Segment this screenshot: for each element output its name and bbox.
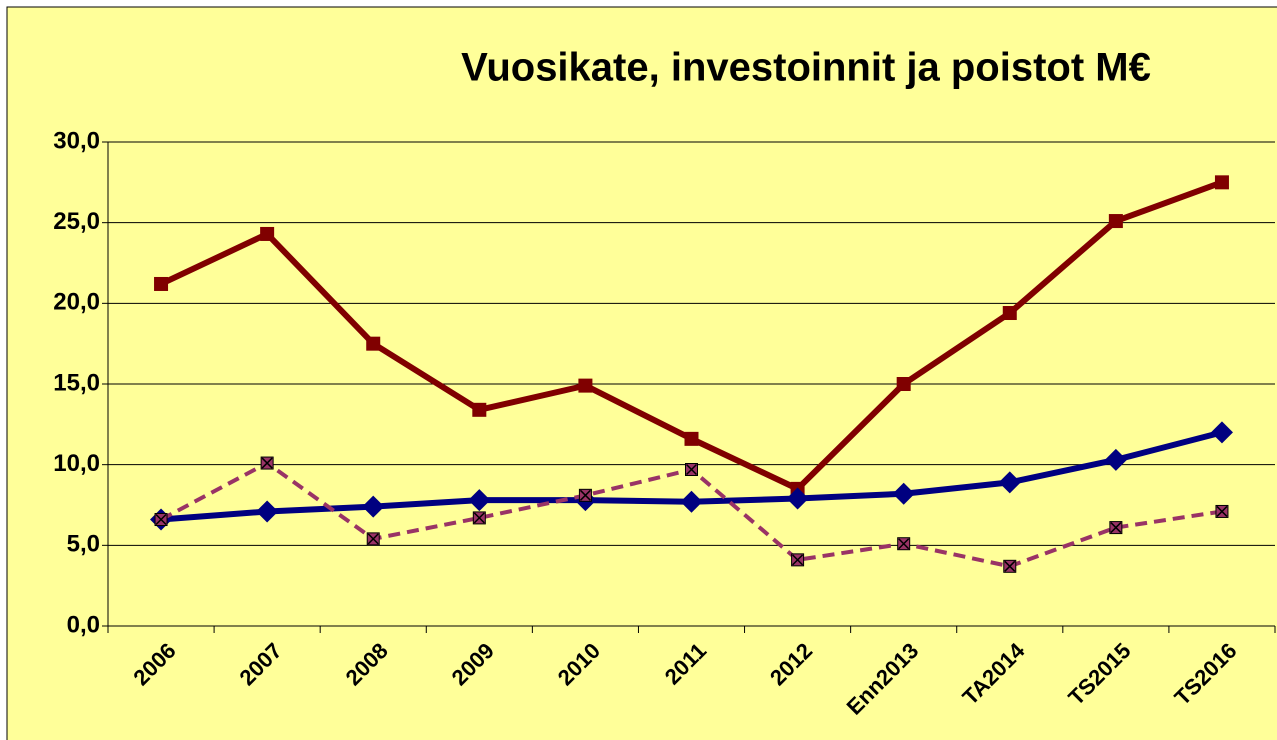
marker [468,489,491,512]
marker [680,490,703,513]
marker [1104,448,1127,471]
marker-cross [261,457,273,469]
marker-cross [685,463,698,476]
marker [998,471,1021,494]
marker [684,431,699,446]
marker [786,487,809,510]
marker-cross [1004,560,1016,572]
marker [1210,421,1233,444]
marker [896,377,911,391]
marker [1002,306,1017,321]
y-tick-label: 15,0 [53,369,100,396]
marker-cross [473,512,485,524]
marker-cross [1110,522,1122,534]
y-tick-label: 10,0 [53,450,100,477]
marker-cross [579,489,591,501]
marker [362,495,385,518]
chart-background [6,6,1277,740]
marker-cross [1216,505,1228,517]
y-tick-label: 0,0 [67,611,100,638]
marker [256,500,279,523]
y-tick-label: 30,0 [53,127,100,154]
marker [472,402,487,417]
marker [892,482,915,505]
marker [260,226,275,241]
y-tick-label: 25,0 [53,208,100,235]
chart-title: Vuosikate, investoinnit ja poistot M€ [461,46,1151,90]
marker [1214,175,1229,190]
y-tick-label: 20,0 [53,289,100,316]
marker [366,336,381,351]
y-tick-label: 5,0 [67,531,100,558]
marker-cross [898,538,910,550]
marker [578,378,593,393]
marker [1108,214,1123,229]
marker-cross [155,513,167,526]
marker-cross [367,533,379,545]
marker-cross [792,554,804,566]
marker [154,276,169,291]
